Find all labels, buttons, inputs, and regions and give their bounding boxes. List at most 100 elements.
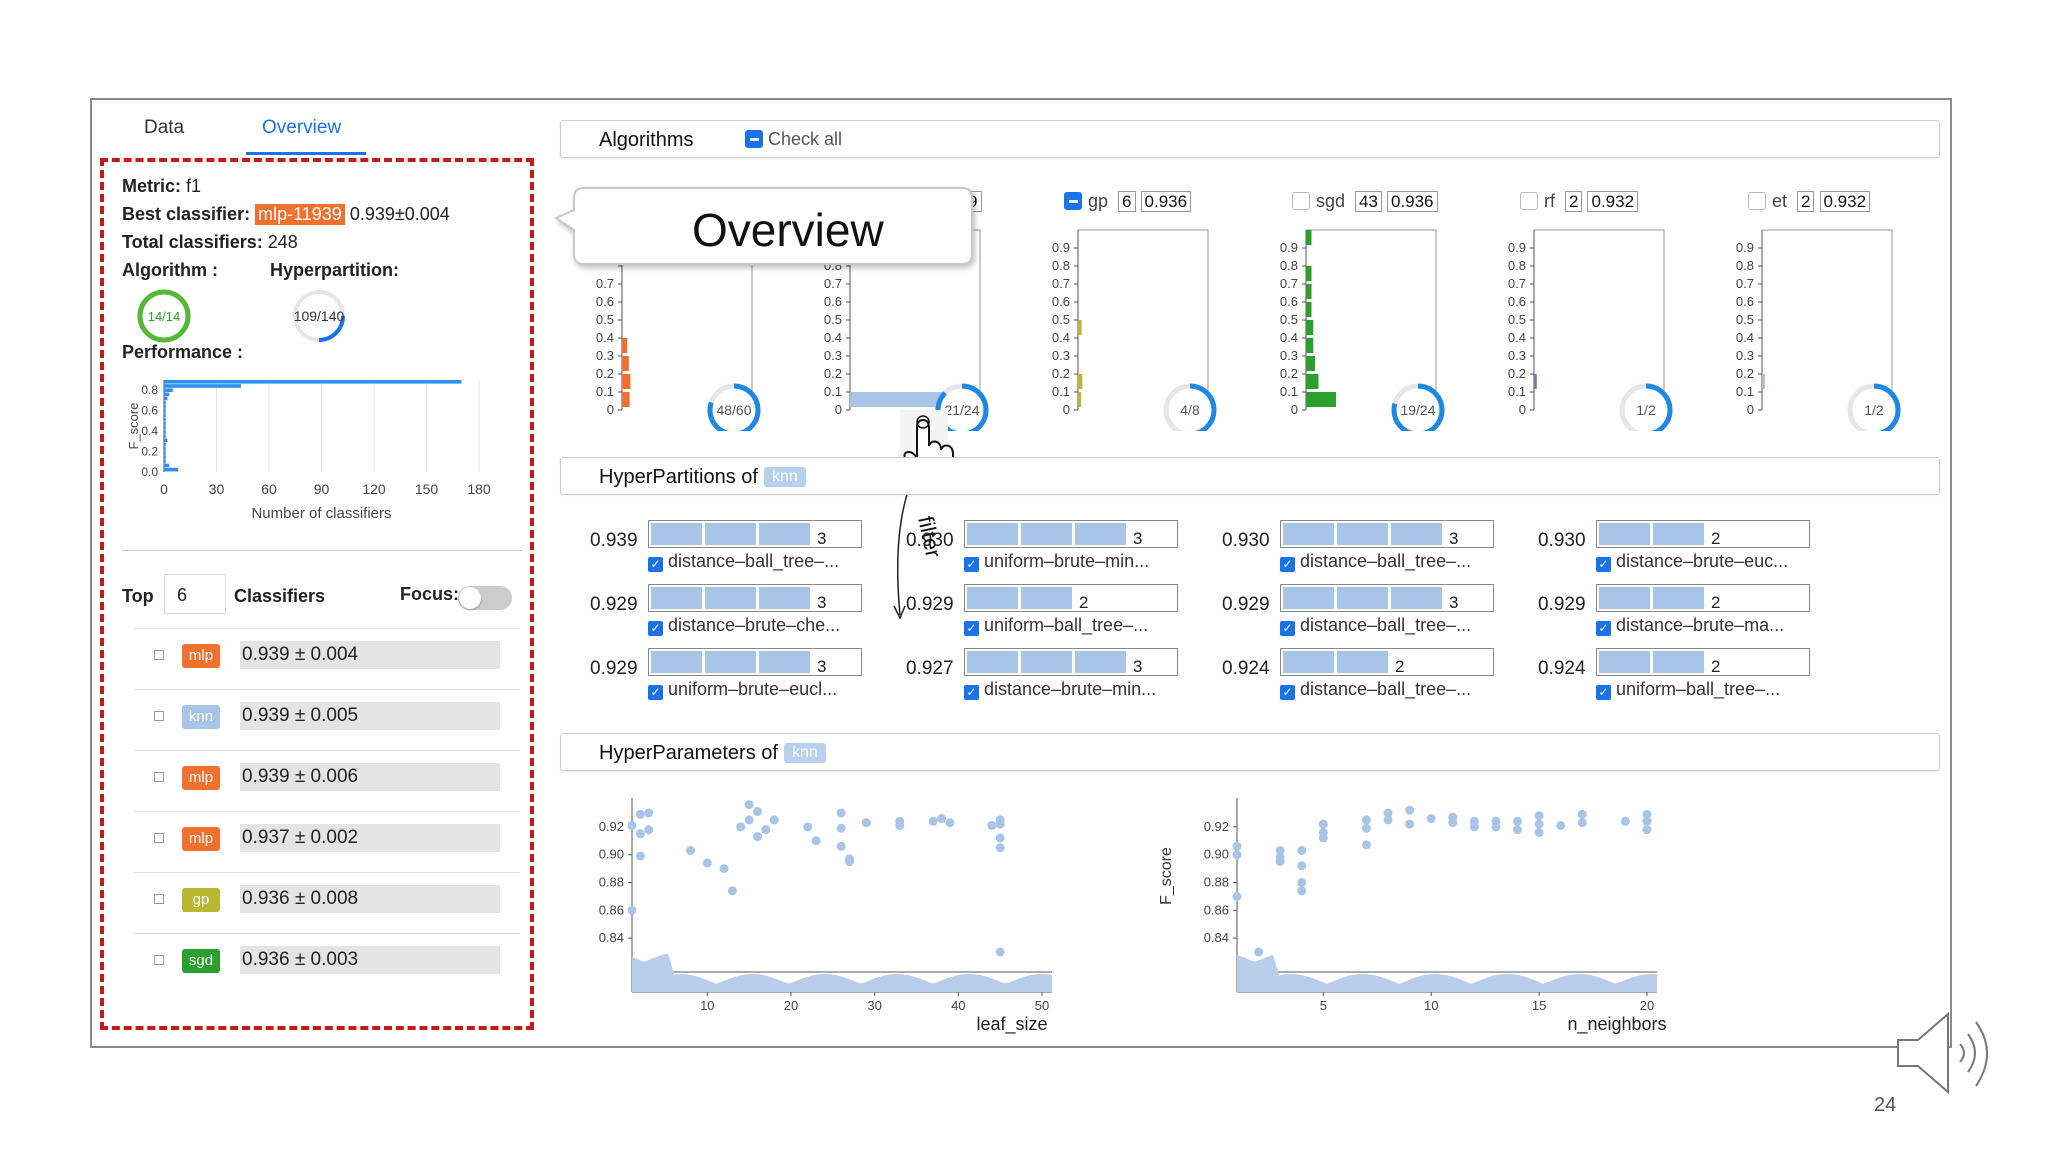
- scatter-point[interactable]: [1405, 805, 1415, 815]
- scatter-point[interactable]: [995, 819, 1005, 829]
- scatter-point[interactable]: [727, 886, 737, 896]
- hyperpartition-item[interactable]: 0.929 2 ✓ uniform–ball_tree–...: [906, 584, 1206, 642]
- scatter-point[interactable]: [627, 905, 637, 915]
- hyperpartitions-algo-badge[interactable]: knn: [763, 467, 806, 487]
- algorithm-checkbox[interactable]: [1292, 192, 1310, 210]
- scatter-point[interactable]: [1297, 861, 1307, 871]
- scatter-point[interactable]: [1556, 820, 1566, 830]
- scatter-point[interactable]: [744, 815, 754, 825]
- scatter-point[interactable]: [1318, 833, 1328, 843]
- scatter-point[interactable]: [803, 822, 813, 832]
- focus-toggle[interactable]: [458, 586, 512, 610]
- scatter-point[interactable]: [836, 808, 846, 818]
- scatter-point[interactable]: [995, 947, 1005, 957]
- scatter-point[interactable]: [644, 808, 654, 818]
- scatter-point[interactable]: [1513, 816, 1523, 826]
- scatter-point[interactable]: [987, 820, 997, 830]
- check-all[interactable]: Check all: [745, 129, 842, 150]
- check-icon[interactable]: ✓: [964, 621, 979, 636]
- scatter-point[interactable]: [1405, 819, 1415, 829]
- scatter-point[interactable]: [744, 800, 754, 810]
- scatter-point[interactable]: [1642, 809, 1652, 819]
- scatter-point[interactable]: [686, 845, 696, 855]
- check-icon[interactable]: ✓: [964, 685, 979, 700]
- check-icon[interactable]: ✓: [648, 685, 663, 700]
- classifier-checkbox[interactable]: [154, 833, 164, 843]
- scatter-point[interactable]: [627, 820, 637, 830]
- hyperparameters-algo-badge[interactable]: knn: [783, 743, 826, 763]
- scatter-point[interactable]: [861, 818, 871, 828]
- check-icon[interactable]: ✓: [648, 557, 663, 572]
- scatter-point[interactable]: [1534, 811, 1544, 821]
- scatter-point[interactable]: [1577, 818, 1587, 828]
- scatter-point[interactable]: [1361, 840, 1371, 850]
- hyperpartition-item[interactable]: 0.930 3 ✓ uniform–brute–min...: [906, 520, 1206, 578]
- classifier-row[interactable]: mlp 0.939 ± 0.004: [134, 628, 520, 684]
- speaker-icon[interactable]: [1890, 1000, 2010, 1110]
- hyperpartition-item[interactable]: 0.930 3 ✓ distance–ball_tree–...: [1222, 520, 1522, 578]
- scatter-point[interactable]: [644, 825, 654, 835]
- hyperpartition-item[interactable]: 0.927 3 ✓ distance–brute–min...: [906, 648, 1206, 706]
- scatter-point[interactable]: [761, 825, 771, 835]
- scatter-point[interactable]: [1232, 891, 1242, 901]
- tab-data[interactable]: Data: [144, 117, 185, 138]
- scatter-point[interactable]: [1534, 819, 1544, 829]
- classifier-row[interactable]: sgd 0.936 ± 0.003: [134, 933, 520, 989]
- algorithm-checkbox[interactable]: [1748, 192, 1766, 210]
- check-icon[interactable]: ✓: [1596, 685, 1611, 700]
- hyperpartition-item[interactable]: 0.930 2 ✓ distance–brute–euc...: [1538, 520, 1838, 578]
- best-classifier-id[interactable]: mlp-11939: [255, 204, 345, 225]
- scatter-point[interactable]: [719, 864, 729, 874]
- check-all-checkbox[interactable]: [745, 130, 763, 148]
- scatter-point[interactable]: [836, 823, 846, 833]
- scatter-point[interactable]: [753, 832, 763, 842]
- scatter-point[interactable]: [995, 843, 1005, 853]
- scatter-point[interactable]: [1513, 825, 1523, 835]
- scatter-point[interactable]: [937, 814, 947, 824]
- scatter-point[interactable]: [1318, 819, 1328, 829]
- check-icon[interactable]: ✓: [1596, 621, 1611, 636]
- classifier-row[interactable]: mlp 0.939 ± 0.006: [134, 750, 520, 806]
- check-icon[interactable]: ✓: [1280, 557, 1295, 572]
- scatter-point[interactable]: [1232, 841, 1242, 851]
- algorithm-checkbox[interactable]: [1064, 192, 1082, 210]
- scatter-point[interactable]: [635, 829, 645, 839]
- check-icon[interactable]: ✓: [1280, 621, 1295, 636]
- scatter-point[interactable]: [928, 816, 938, 826]
- classifier-checkbox[interactable]: [154, 894, 164, 904]
- scatter-point[interactable]: [1577, 809, 1587, 819]
- scatter-point[interactable]: [1469, 822, 1479, 832]
- scatter-point[interactable]: [836, 841, 846, 851]
- scatter-point[interactable]: [1275, 857, 1285, 867]
- scatter-point[interactable]: [895, 820, 905, 830]
- check-icon[interactable]: ✓: [1280, 685, 1295, 700]
- top-n-input[interactable]: 6: [164, 574, 226, 614]
- scatter-point[interactable]: [635, 851, 645, 861]
- scatter-point[interactable]: [1361, 823, 1371, 833]
- scatter-point[interactable]: [995, 833, 1005, 843]
- scatter-point[interactable]: [1297, 886, 1307, 896]
- scatter-point[interactable]: [769, 815, 779, 825]
- scatter-point[interactable]: [1642, 825, 1652, 835]
- scatter-point[interactable]: [845, 857, 855, 867]
- scatter-point[interactable]: [753, 807, 763, 817]
- tab-overview[interactable]: Overview: [262, 117, 342, 138]
- classifier-checkbox[interactable]: [154, 955, 164, 965]
- scatter-point[interactable]: [1361, 815, 1371, 825]
- scatter-point[interactable]: [945, 818, 955, 828]
- scatter-point[interactable]: [1297, 845, 1307, 855]
- scatter-point[interactable]: [1491, 822, 1501, 832]
- classifier-row[interactable]: gp 0.936 ± 0.008: [134, 872, 520, 928]
- scatter-point[interactable]: [1383, 808, 1393, 818]
- hyperpartition-item[interactable]: 0.929 3 ✓ distance–ball_tree–...: [1222, 584, 1522, 642]
- scatter-point[interactable]: [1232, 850, 1242, 860]
- scatter-point[interactable]: [702, 858, 712, 868]
- scatter-point[interactable]: [1426, 814, 1436, 824]
- check-icon[interactable]: ✓: [964, 557, 979, 572]
- check-icon[interactable]: ✓: [1596, 557, 1611, 572]
- hyperpartition-item[interactable]: 0.929 3 ✓ distance–brute–che...: [590, 584, 890, 642]
- scatter-point[interactable]: [1534, 827, 1544, 837]
- classifier-checkbox[interactable]: [154, 711, 164, 721]
- scatter-point[interactable]: [635, 809, 645, 819]
- scatter-point[interactable]: [1254, 947, 1264, 957]
